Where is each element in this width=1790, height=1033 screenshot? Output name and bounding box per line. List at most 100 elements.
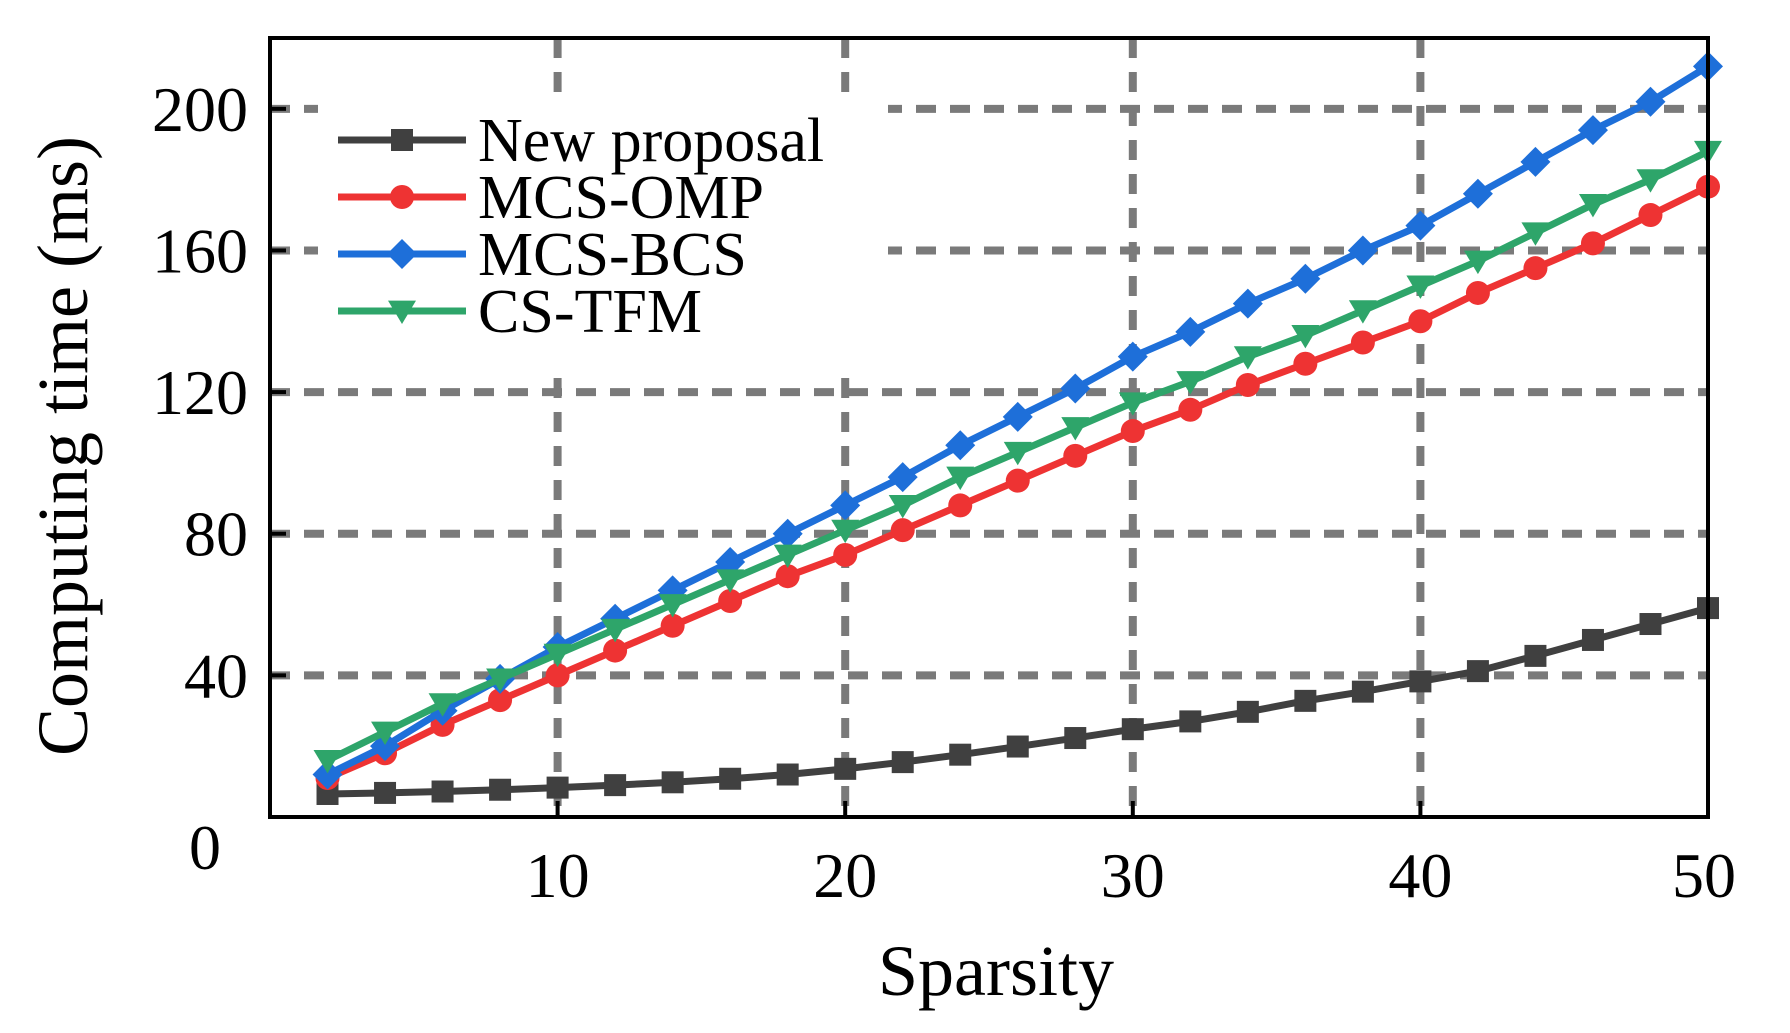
data-point (545, 663, 570, 688)
data-point (1294, 689, 1317, 712)
legend-entry: MCS-OMP (338, 164, 764, 232)
data-point (661, 771, 684, 794)
legend-entry: New proposal (338, 107, 824, 175)
legend-entry: MCS-BCS (338, 221, 747, 289)
data-point (489, 778, 512, 801)
data-point (834, 757, 857, 780)
data-point (1639, 613, 1662, 636)
data-point (1408, 309, 1433, 334)
data-point (1463, 250, 1492, 275)
data-point (716, 569, 745, 593)
data-point (1121, 718, 1144, 741)
data-point (1178, 397, 1203, 422)
data-point (660, 613, 685, 638)
data-point (1521, 222, 1550, 246)
x-tick-label: 40 (1388, 840, 1452, 911)
data-point (658, 594, 687, 618)
data-point (772, 518, 803, 549)
data-point (773, 544, 802, 568)
data-point (1175, 316, 1206, 347)
data-point (1580, 231, 1605, 256)
data-point (1060, 373, 1091, 404)
data-point (1120, 419, 1145, 444)
data-point (488, 688, 513, 713)
data-point (1635, 86, 1666, 117)
y-tick-label: 160 (152, 215, 248, 286)
data-point (1235, 373, 1260, 398)
data-point (1523, 256, 1548, 281)
data-point (1520, 146, 1551, 177)
data-point (543, 643, 572, 668)
legend-label: MCS-BCS (478, 221, 747, 289)
data-point (1524, 644, 1547, 667)
data-point (1063, 443, 1088, 468)
data-point (719, 767, 742, 790)
data-point (1232, 288, 1263, 319)
data-point (1293, 351, 1318, 376)
data-point (1636, 169, 1665, 193)
data-point (888, 495, 917, 519)
data-point (1581, 628, 1604, 651)
data-point (1061, 417, 1090, 441)
data-point (1350, 330, 1375, 355)
data-point (1005, 468, 1030, 493)
plot-frame (268, 36, 1710, 819)
tick-marks (270, 106, 1710, 819)
data-point (603, 638, 628, 663)
data-point (1233, 346, 1262, 370)
data-point (601, 618, 630, 643)
data-point (945, 430, 976, 461)
data-point (1290, 263, 1321, 294)
data-point (776, 763, 799, 786)
data-point (949, 743, 972, 766)
data-point (1466, 660, 1489, 683)
data-point (1462, 178, 1493, 209)
data-point (546, 776, 569, 799)
y-tick-label: 120 (152, 357, 248, 428)
data-point (486, 668, 515, 692)
data-point (1291, 325, 1320, 349)
legend-marker (391, 129, 413, 151)
data-point (1347, 235, 1378, 266)
data-point (1406, 275, 1435, 299)
data-point (948, 493, 973, 518)
data-point (312, 759, 343, 790)
data-point (1577, 115, 1608, 146)
data-point (1003, 441, 1032, 466)
data-point (830, 490, 861, 521)
data-point (1179, 710, 1202, 733)
legend-label: MCS-OMP (478, 164, 764, 232)
x-axis-label: Sparsity (878, 931, 1114, 1011)
data-point (604, 774, 627, 797)
data-point (775, 564, 800, 589)
data-point (1117, 341, 1148, 372)
data-point (1176, 371, 1205, 395)
data-point (1578, 194, 1607, 218)
x-tick-label: 10 (526, 840, 590, 911)
legend-label: New proposal (478, 107, 824, 175)
data-point (833, 542, 858, 567)
data-point (718, 589, 743, 614)
data-point (1409, 670, 1432, 693)
legend-marker (388, 300, 416, 324)
data-point (1348, 300, 1377, 324)
y-tick-label: 40 (184, 640, 248, 711)
data-point (431, 780, 454, 803)
series-new-proposal (316, 597, 1719, 805)
data-point (1118, 392, 1147, 416)
data-point (887, 462, 918, 493)
data-point (1351, 680, 1374, 703)
legend-label: CS-TFM (478, 278, 702, 346)
y-tick-label: 200 (152, 74, 248, 145)
data-point (946, 466, 975, 491)
data-point (1465, 280, 1490, 305)
data-point (428, 693, 457, 717)
data-point (371, 721, 400, 746)
data-point (1638, 203, 1663, 228)
legend-marker (387, 239, 417, 269)
y-tick-labels: 0 40 80 120 160 200 (152, 74, 248, 883)
